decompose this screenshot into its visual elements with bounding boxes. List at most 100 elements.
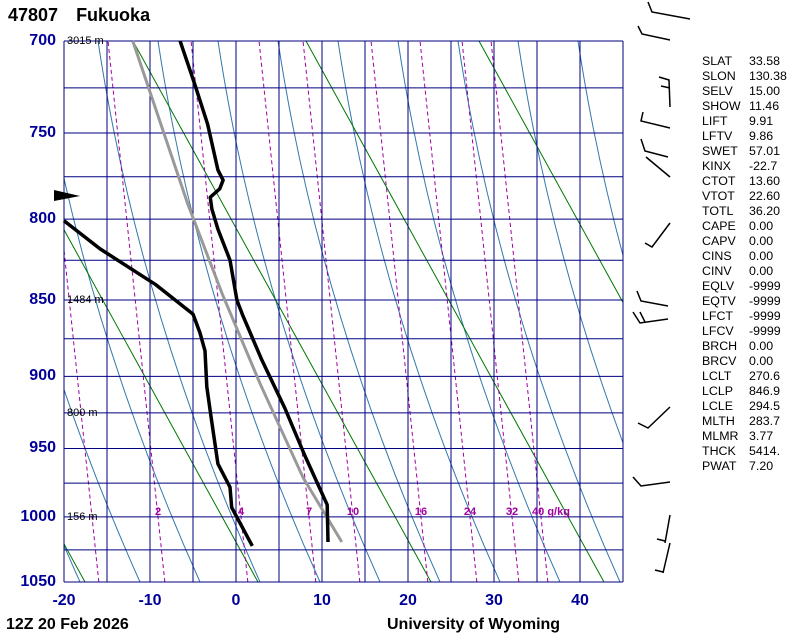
page-title: 47807 Fukuoka	[8, 5, 150, 26]
mixing-ratio-line	[302, 41, 361, 582]
stat-label: VTOT	[702, 189, 735, 203]
temp-tick-label: 30	[485, 592, 503, 609]
temp-tick-label: 10	[313, 592, 331, 609]
wind-barb	[654, 569, 664, 573]
stat-value: 9.91	[749, 114, 774, 128]
temp-tick-label: -20	[52, 592, 76, 609]
mixing-ratio-label: 2	[154, 505, 162, 518]
stat-value: 7.20	[749, 459, 774, 473]
stat-label: MLMR	[702, 429, 739, 443]
stat-label: CINS	[702, 249, 732, 263]
stat-value: 0.00	[749, 339, 774, 353]
stat-row: SWET 57.01	[702, 144, 787, 159]
dry-adiabat-line	[64, 542, 86, 582]
wind-barb	[632, 476, 671, 487]
stat-label: CTOT	[702, 174, 736, 188]
stat-row: EQLV -9999	[702, 279, 787, 294]
mixing-ratio-label: 40 g/kg	[532, 505, 570, 518]
mixing-ratio-line	[64, 245, 100, 582]
moist-adiabat-line	[97, 41, 261, 582]
moist-adiabat-line	[577, 41, 623, 258]
wind-barb	[658, 76, 671, 108]
wind-barb	[636, 290, 669, 307]
height-label: 1484 m	[67, 294, 104, 307]
stat-value: 33.58	[749, 54, 781, 68]
stat-label: CINV	[702, 264, 732, 278]
stat-row: BRCV 0.00	[702, 354, 787, 369]
stat-label: SLAT	[702, 54, 733, 68]
pressure-tick-label: 1050	[20, 573, 56, 590]
moist-adiabat-line	[517, 41, 623, 445]
stat-label: KINX	[702, 159, 731, 173]
stat-value: 57.01	[749, 144, 781, 158]
wind-barb	[645, 156, 671, 178]
footer-credit: University of Wyoming	[387, 616, 561, 633]
dry-adiabat-line	[305, 41, 605, 582]
pressure-tick-label: 750	[29, 124, 56, 142]
stat-value: -9999	[749, 324, 781, 338]
dry-adiabat-line	[64, 228, 259, 582]
mixing-ratio-label: 32	[505, 505, 519, 518]
moist-adiabat-line	[64, 544, 81, 582]
pressure-tick-label: 1000	[20, 507, 56, 525]
dewpoint-offscale-marker	[54, 190, 80, 201]
mixing-ratio-line	[461, 41, 520, 582]
moist-adiabat-line	[157, 41, 321, 582]
stat-row: KINX -22.7	[702, 159, 787, 174]
wind-barb	[647, 1, 691, 20]
stat-row: MLMR 3.77	[702, 429, 787, 444]
stat-value: 15.00	[749, 84, 781, 98]
temp-tick-label: 40	[571, 592, 589, 609]
stat-label: SWET	[702, 144, 738, 158]
stat-label: MLTH	[702, 414, 735, 428]
moist-adiabat-line	[64, 388, 141, 582]
parcel-trace	[131, 40, 344, 543]
wind-barb	[640, 138, 669, 158]
stat-row: LFCT -9999	[702, 309, 787, 324]
wind-barb	[639, 311, 646, 323]
stat-value: 130.38	[749, 69, 787, 83]
stat-row: PWAT 7.20	[702, 459, 787, 474]
pressure-tick-label: 900	[29, 367, 56, 385]
stat-row: TOTL 36.20	[702, 204, 787, 219]
stat-label: EQTV	[702, 294, 736, 308]
height-label: 800 m	[67, 406, 98, 419]
stat-label: SELV	[702, 84, 733, 98]
wind-barb	[660, 85, 671, 89]
moist-adiabat-line	[457, 41, 621, 582]
stat-value: 846.9	[749, 384, 781, 398]
stat-label: THCK	[702, 444, 736, 458]
moist-adiabat-line	[397, 41, 561, 582]
stat-row: LFCV -9999	[702, 324, 787, 339]
moist-adiabat-line	[337, 41, 501, 582]
stat-row: CINS 0.00	[702, 249, 787, 264]
stat-value: 13.60	[749, 174, 781, 188]
stat-label: LFCV	[702, 324, 734, 338]
stat-row: CTOT 13.60	[702, 174, 787, 189]
dewpoint-trace	[62, 219, 254, 547]
stat-row: MLTH 283.7	[702, 414, 787, 429]
wind-barb	[632, 311, 669, 324]
stat-label: LCLP	[702, 384, 733, 398]
moist-adiabat-line	[64, 176, 201, 582]
stat-value: 22.60	[749, 189, 781, 203]
wind-barb	[656, 538, 666, 542]
stat-label: CAPE	[702, 219, 736, 233]
pressure-tick-label: 950	[29, 439, 56, 457]
stat-label: LFTV	[702, 129, 733, 143]
stat-value: 283.7	[749, 414, 781, 428]
stat-label: TOTL	[702, 204, 734, 218]
stat-value: 9.86	[749, 129, 774, 143]
stat-label: SLON	[702, 69, 736, 83]
stat-row: CAPE 0.00	[702, 219, 787, 234]
mixing-ratio-label: 4	[237, 505, 245, 518]
temp-tick-label: 0	[231, 592, 241, 609]
stat-value: -9999	[749, 294, 781, 308]
stat-label: LCLE	[702, 399, 733, 413]
station-id: 47807	[8, 5, 59, 25]
footer-timestamp: 12Z 20 Feb 2026	[6, 616, 129, 633]
wind-barb	[637, 25, 671, 41]
stat-label: PWAT	[702, 459, 737, 473]
